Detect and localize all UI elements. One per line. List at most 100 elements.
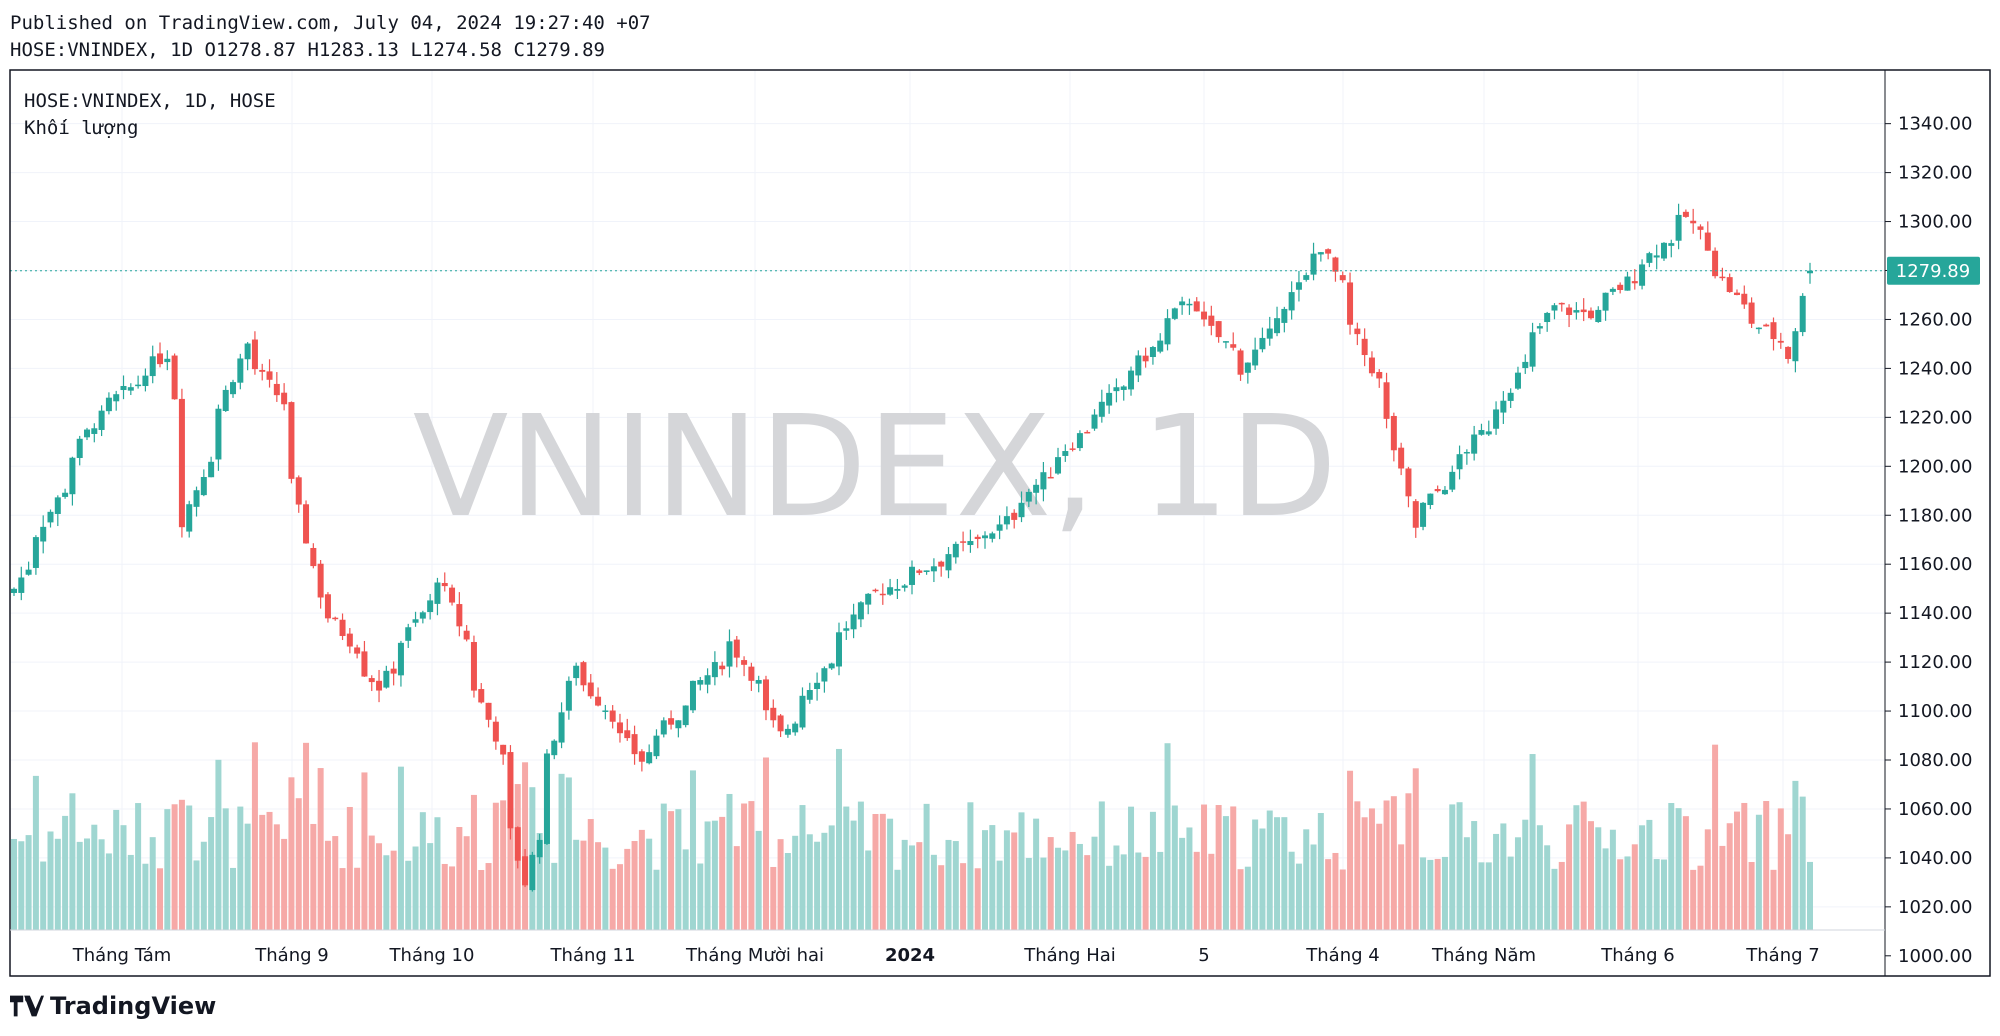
volume-bar [1310,844,1317,930]
volume-bar [478,869,485,930]
candle-body [894,588,901,591]
candle-body [200,477,207,496]
volume-bar [76,841,83,930]
volume-bar [346,806,353,930]
volume-bar [1106,865,1113,930]
volume-bar [281,838,288,930]
volume-bar [1712,744,1719,930]
volume-bar [1792,780,1799,930]
candle-body [127,387,134,391]
volume-bar [1390,796,1397,930]
candle-body [492,721,499,742]
volume-bar [1653,859,1660,930]
candle-body [485,702,492,720]
candle-body [98,410,105,430]
candle-body [1471,434,1478,454]
candle-body [821,668,828,682]
time-tick-label: Tháng Mười hai [685,945,824,966]
candle-body [638,751,645,762]
volume-bar [368,835,375,930]
chart-frame [9,69,1991,977]
volume-bar [704,821,711,930]
volume-bar [777,839,784,930]
volume-bar [1405,793,1412,930]
volume-bar [164,809,171,930]
volume-bar [1237,869,1244,930]
candle-body [595,696,602,706]
volume-bar [1113,845,1120,930]
volume-bar [960,863,967,930]
volume-bar [1449,804,1456,930]
volume-bar [828,825,835,930]
volume-bar [1507,856,1514,930]
candle-body [1179,301,1186,306]
volume-bar [536,833,543,930]
candle-body [1281,308,1288,323]
candle-body [1573,310,1580,313]
candle-body [405,627,412,641]
candle-body [938,561,945,567]
volume-bar [1697,865,1704,930]
volume-bar [653,869,660,930]
candle-body [522,856,529,886]
candle-body [237,358,244,383]
candle-body [142,375,149,387]
candle-body [1222,341,1229,343]
volume-bar [1295,863,1302,930]
volume-bar [762,757,769,930]
candle-body [1266,328,1273,339]
volume-bar [1003,830,1010,930]
candle-body [208,461,215,478]
candle-body [1106,392,1113,406]
candle-body [281,392,288,405]
candle-body [1288,292,1295,311]
candle-body [1697,226,1704,230]
volume-bar [850,820,857,930]
price-tick-label: 1240.00 [1898,358,1972,379]
volume-bar [609,868,616,930]
volume-bar [522,762,529,930]
candle-body [1193,301,1200,312]
candle-body [697,680,704,685]
candle-body [653,735,660,757]
candle-body [1244,362,1251,373]
candle-body [1098,401,1105,417]
candle-body [507,752,514,829]
volume-bar [660,803,667,930]
candle-body [631,734,638,755]
chart-legend: HOSE:VNINDEX, 1D, HOSE Khối lượng [24,88,276,142]
candle-body [324,594,331,619]
published-line: Published on TradingView.com, July 04, 2… [10,12,651,34]
volume-bar [222,808,229,930]
candle-body [25,569,32,575]
volume-bar [62,815,69,930]
volume-bar [1631,844,1638,930]
candle-body [1587,310,1594,319]
candle-body [850,614,857,630]
candle-body [1128,370,1135,390]
volume-bar [1157,851,1164,930]
candle-body [1595,309,1602,323]
volume-bar [909,845,915,930]
candle-body [1639,264,1646,286]
candle-body [1682,211,1689,217]
candle-body [354,647,361,654]
volume-bar [127,854,134,930]
candle-body [982,535,989,539]
tradingview-brand[interactable]: TradingView [10,992,216,1020]
candle-body [1807,270,1813,274]
volume-bar [288,777,295,930]
candle-body [755,680,762,684]
volume-bar [434,817,441,930]
volume-bar [441,863,448,930]
candle-body [273,383,280,396]
volume-bar [894,869,901,930]
candle-body [996,524,1003,531]
candle-body [62,492,69,497]
price-tick-label: 1080.00 [1898,750,1972,771]
volume-bar [1339,869,1346,930]
candle-body [259,369,266,372]
candle-body [1660,242,1667,259]
volume-bar [1675,808,1682,930]
